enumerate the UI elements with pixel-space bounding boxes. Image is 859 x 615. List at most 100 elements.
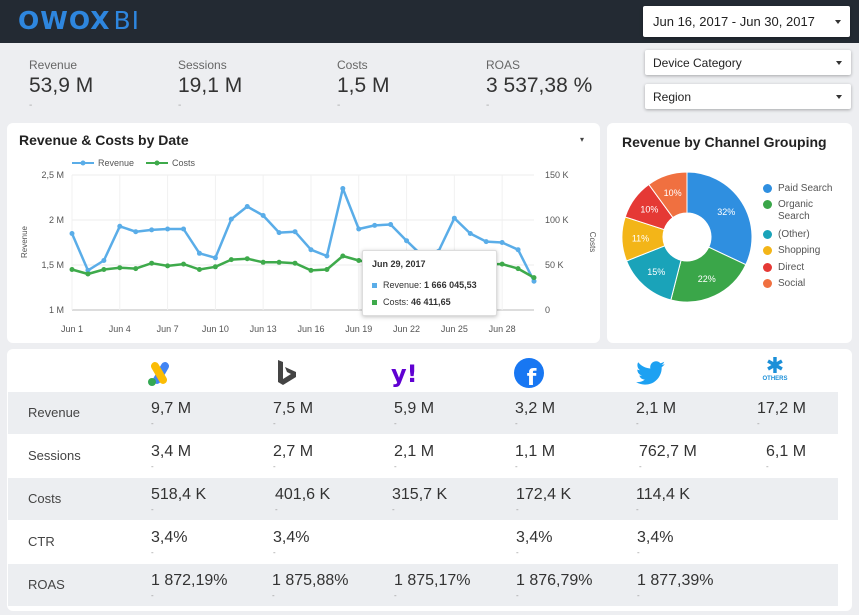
tooltip-revenue-value: 1 666 045,53 [424, 280, 477, 290]
kpi-roas: ROAS 3 537,38 % - [486, 58, 592, 111]
pie-legend-shopping[interactable]: Shopping [763, 245, 820, 256]
table-cell: 3,4% - [637, 529, 673, 557]
cell-value: 6,1 M [766, 443, 807, 460]
top-bar: OWOX BI Jun 16, 2017 - Jun 30, 2017 [0, 0, 859, 43]
kpi-label: Costs [337, 58, 368, 72]
cell-value: 5,9 M [394, 400, 435, 417]
cell-delta: - [151, 419, 154, 428]
tooltip-date: Jun 29, 2017 [372, 259, 426, 269]
costs-swatch [372, 299, 377, 305]
cell-delta: - [766, 462, 769, 471]
cell-value: 1 876,79% [516, 572, 593, 589]
owox-bi-logo[interactable]: OWOX BI [18, 6, 140, 35]
cell-value: 2,1 M [636, 400, 677, 417]
cell-value: 3,4 M [151, 443, 192, 460]
cell-delta: - [394, 462, 397, 471]
kpi-costs: Costs 1,5 M - [337, 58, 390, 111]
twitter-icon [636, 361, 665, 385]
device-category-filter[interactable]: Device Category [645, 50, 851, 75]
cell-value: 114,4 K [636, 486, 690, 503]
legend-dot [763, 246, 772, 255]
row-label: Revenue [28, 405, 81, 420]
pie-legend-social[interactable]: Social [763, 278, 805, 289]
table-cell: 3,4 M - [151, 443, 191, 471]
table-cell: 17,2 M - [757, 400, 806, 428]
region-filter[interactable]: Region [645, 84, 851, 109]
cell-value: 401,6 K [275, 486, 331, 503]
table-cell: 1 875,17% - [394, 572, 471, 600]
yahoo-icon-text: y! [391, 360, 418, 388]
pie-legend-direct[interactable]: Direct [763, 262, 804, 273]
table-cell: 315,7 K - [392, 486, 447, 514]
table-cell: 2,1 M - [636, 400, 676, 428]
cell-delta: - [394, 419, 397, 428]
row-label: ROAS [28, 577, 65, 592]
cell-delta: - [636, 505, 639, 514]
tooltip-costs-label: Costs: [383, 297, 409, 307]
table-cell: 1,1 M - [515, 443, 555, 471]
chart-menu-icon[interactable]: ▾ [580, 135, 585, 144]
kpi-revenue: Revenue 53,9 M - [29, 58, 93, 111]
cell-delta: - [639, 462, 642, 471]
table-row: ROAS 1 872,19% - 1 875,88% - 1 875,17% - 1 … [8, 564, 838, 606]
facebook-icon-text: f [527, 366, 537, 390]
table-cell: 762,7 M - [639, 443, 697, 471]
row-label: Sessions [28, 448, 81, 463]
tooltip-revenue-row: Revenue: 1 666 045,53 [372, 280, 477, 290]
legend-label: Organic Search [778, 199, 814, 222]
row-label: CTR [28, 534, 55, 549]
cell-delta: - [516, 505, 519, 514]
costs-legend-swatch [146, 160, 168, 166]
chevron-down-icon [836, 60, 842, 65]
line-chart-card [7, 123, 600, 343]
pie-chart-title: Revenue by Channel Grouping [622, 134, 827, 150]
revenue-legend-swatch [72, 160, 94, 166]
line-chart-title: Revenue & Costs by Date [19, 132, 189, 148]
chart-legend-costs[interactable]: Costs [146, 158, 195, 168]
chevron-down-icon [835, 19, 841, 24]
tooltip-costs-value: 46 411,65 [411, 297, 451, 307]
kpi-label: Sessions [178, 58, 227, 72]
cell-value: 1 875,88% [272, 572, 349, 589]
cell-delta: - [516, 548, 519, 557]
bing-icon [278, 360, 296, 385]
cell-value: 518,4 K [151, 486, 207, 503]
pie-legend-organic-search[interactable]: Organic Search [763, 199, 833, 223]
table-row: Revenue 9,7 M - 7,5 M - 5,9 M - 3,2 M - 2,1 … [8, 392, 838, 434]
chart-legend-revenue[interactable]: Revenue [72, 158, 134, 168]
kpi-value: 19,1 M [178, 74, 243, 97]
cell-value: 2,7 M [273, 443, 314, 460]
cell-value: 1 877,39% [637, 572, 714, 589]
chart-tooltip: Jun 29, 2017 Revenue: 1 666 045,53 Costs… [362, 250, 497, 316]
logo-suffix: BI [113, 6, 140, 35]
legend-label: Revenue [98, 158, 135, 168]
table-cell: 1 876,79% - [516, 572, 593, 600]
cell-delta: - [394, 591, 397, 600]
kpi-delta: - [486, 100, 490, 111]
table-cell: 6,1 M - [766, 443, 806, 471]
pie-chart-card [607, 123, 852, 343]
kpi-label: ROAS [486, 58, 521, 72]
pie-legend-other[interactable]: (Other) [763, 229, 810, 240]
pie-legend-paid-search[interactable]: Paid Search [763, 183, 832, 194]
date-range-picker[interactable]: Jun 16, 2017 - Jun 30, 2017 [643, 6, 850, 37]
tooltip-revenue-label: Revenue: [383, 280, 422, 290]
legend-dot [763, 184, 772, 193]
legend-label: Paid Search [778, 183, 833, 194]
yahoo-icon: y! [391, 360, 418, 388]
table-cell: 401,6 K - [275, 486, 330, 514]
cell-value: 3,4% [637, 529, 674, 546]
cell-delta: - [275, 505, 278, 514]
table-cell: 9,7 M - [151, 400, 191, 428]
cell-delta: - [151, 505, 154, 514]
table-row: Costs 518,4 K - 401,6 K - 315,7 K - 172,4 K… [8, 478, 838, 520]
cell-delta: - [151, 591, 154, 600]
table-cell: 1 875,88% - [272, 572, 349, 600]
region-label: Region [653, 89, 692, 104]
cell-delta: - [392, 505, 395, 514]
cell-value: 762,7 M [639, 443, 697, 460]
tooltip-costs-row: Costs: 46 411,65 [372, 297, 451, 307]
kpi-delta: - [337, 100, 341, 111]
cell-delta: - [637, 548, 640, 557]
table-cell: 7,5 M - [273, 400, 313, 428]
